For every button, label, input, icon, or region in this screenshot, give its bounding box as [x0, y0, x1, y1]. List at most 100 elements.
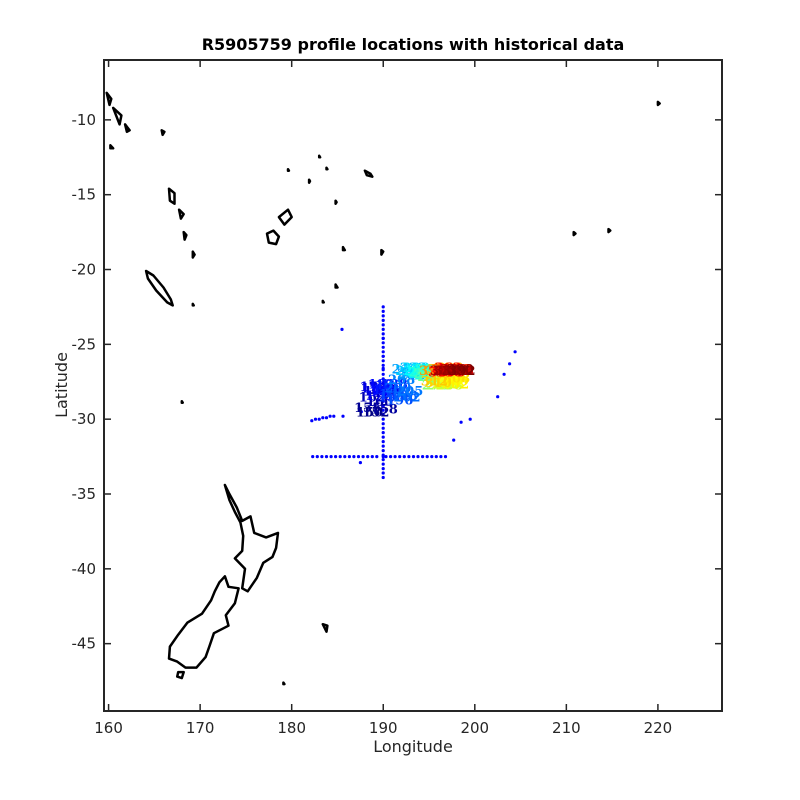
- historical-point: [381, 381, 385, 385]
- historical-point: [310, 419, 314, 423]
- coastline-shape: [334, 199, 338, 205]
- historical-point: [452, 438, 456, 442]
- coastline-shape: [321, 299, 325, 304]
- profile-label: 212: [397, 367, 424, 382]
- historical-point: [381, 336, 385, 340]
- historical-point: [381, 341, 385, 345]
- coastline-shape: [177, 208, 185, 220]
- profile-label: 258: [420, 367, 447, 382]
- profile-label: 345: [429, 364, 456, 379]
- profile-label: 332: [437, 364, 464, 379]
- historical-point: [459, 420, 463, 424]
- coastline-shape: [380, 248, 385, 256]
- historical-point: [381, 354, 385, 358]
- profile-label: 235: [411, 362, 438, 377]
- profile-label: 230: [403, 361, 430, 376]
- profile-label: 205: [396, 385, 423, 400]
- profile-label: 238: [404, 364, 431, 379]
- historical-point: [381, 404, 385, 408]
- historical-point: [359, 410, 363, 414]
- historical-point: [361, 455, 365, 459]
- y-axis-label: Latitude: [52, 352, 71, 418]
- profile-label: 260: [423, 370, 450, 385]
- historical-point: [381, 314, 385, 318]
- historical-point: [381, 305, 385, 309]
- historical-point: [381, 395, 385, 399]
- coastline-shape: [341, 245, 347, 252]
- historical-point: [381, 455, 385, 459]
- historical-point: [468, 417, 472, 421]
- historical-point: [439, 455, 443, 459]
- profile-label: 370: [438, 365, 465, 380]
- coastline-shape: [191, 302, 195, 307]
- profile-label: 322: [431, 362, 458, 377]
- coastline-shape: [307, 178, 312, 184]
- historical-point: [358, 461, 362, 465]
- profile-label: 194: [379, 388, 406, 403]
- historical-point: [508, 362, 512, 366]
- historical-point: [384, 455, 388, 459]
- profile-label: 368: [447, 364, 474, 379]
- profile-label: 348: [442, 364, 469, 379]
- profile-label: 165: [369, 383, 396, 398]
- historical-point: [381, 462, 385, 466]
- historical-point: [352, 455, 356, 459]
- historical-point: [381, 467, 385, 471]
- profile-label: 280: [433, 371, 460, 386]
- profile-label: 300: [441, 374, 468, 389]
- historical-point: [381, 366, 385, 370]
- historical-point: [381, 475, 385, 480]
- profile-label: 265: [424, 370, 451, 385]
- profile-label: 182: [368, 377, 395, 392]
- profile-label: 278: [430, 374, 457, 389]
- historical-point: [317, 417, 321, 421]
- y-tick-label: -20: [72, 261, 97, 279]
- coastline-shape: [180, 399, 184, 404]
- coastline-shape: [607, 227, 612, 234]
- historical-point: [402, 455, 406, 459]
- historical-point: [496, 395, 500, 399]
- historical-point: [381, 417, 385, 421]
- profile-label: 288: [436, 379, 463, 394]
- historical-point: [381, 309, 385, 313]
- profile-label: 315: [427, 362, 454, 377]
- profile-label: 318: [434, 361, 461, 376]
- historical-point: [381, 435, 385, 439]
- profile-label: 328: [426, 364, 453, 379]
- profile-label: 295: [439, 371, 466, 386]
- y-tick-label: -30: [72, 410, 97, 428]
- historical-point: [398, 455, 402, 459]
- historical-point: [381, 332, 385, 336]
- historical-point: [334, 455, 338, 459]
- profile-label: 365: [441, 364, 468, 379]
- profile-label: 170: [363, 385, 390, 400]
- coastline-shape: [317, 154, 322, 159]
- historical-point: [324, 455, 329, 459]
- historical-point: [407, 455, 411, 459]
- historical-point: [356, 455, 361, 459]
- coastline-shape: [325, 166, 329, 171]
- coastline-shape: [144, 269, 174, 307]
- y-tick-label: -45: [72, 635, 97, 653]
- profile-label: 290: [432, 377, 459, 392]
- historical-point: [381, 440, 385, 444]
- profile-label: 175: [361, 382, 388, 397]
- coastline-shape: [167, 575, 240, 669]
- profile-label: 220: [404, 364, 431, 379]
- profile-label: 350: [439, 362, 466, 377]
- historical-point: [341, 414, 345, 418]
- historical-point: [411, 455, 416, 459]
- profile-label: 200: [384, 382, 411, 397]
- historical-point: [416, 455, 420, 459]
- historical-point: [328, 414, 332, 418]
- historical-point: [443, 455, 448, 459]
- profile-label: 372: [433, 364, 460, 379]
- profile-label: 162: [359, 391, 386, 406]
- profile-label: 310: [425, 376, 452, 391]
- historical-point: [389, 455, 393, 459]
- coastline-shape: [223, 483, 280, 593]
- coastline-shape: [334, 283, 339, 289]
- profile-label: 382: [430, 364, 457, 379]
- profile-label: 222: [400, 361, 427, 376]
